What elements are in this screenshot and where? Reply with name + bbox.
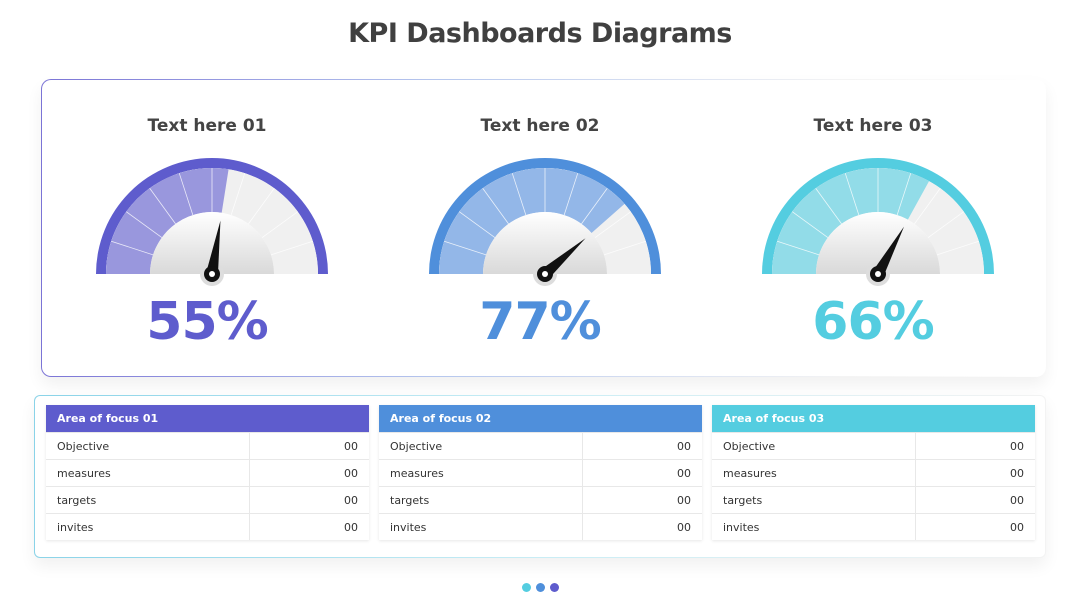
table-row: targets 00 bbox=[379, 486, 702, 513]
table-row: Objective 00 bbox=[46, 432, 369, 459]
row-label: measures bbox=[379, 460, 583, 486]
row-value: 00 bbox=[344, 466, 358, 480]
gauge-tick bbox=[482, 188, 509, 225]
gauge-hub bbox=[816, 212, 940, 274]
focus-panel: Area of focus 01 Objective 00 measures 00 … bbox=[34, 395, 1046, 558]
gauge-card-3: Text here 03 66% bbox=[713, 80, 1033, 378]
gauge-tick bbox=[603, 240, 646, 256]
focus-table-3: Area of focus 03 Objective 00 measures 00 … bbox=[712, 405, 1035, 540]
gauge-tick bbox=[126, 211, 163, 238]
gauge-tick bbox=[511, 173, 527, 216]
gauge-label: Text here 02 bbox=[480, 116, 600, 136]
table-row: targets 00 bbox=[46, 486, 369, 513]
gauge-tick bbox=[270, 240, 313, 256]
gauge-card-1: Text here 01 55% bbox=[47, 80, 367, 378]
gauge-value: 55% bbox=[146, 292, 268, 352]
table-row: Objective 00 bbox=[379, 432, 702, 459]
gauge-tick bbox=[777, 240, 820, 256]
gauge-tick bbox=[936, 240, 979, 256]
gauge-fill bbox=[106, 168, 229, 274]
row-value: 00 bbox=[677, 520, 691, 534]
gauge-tick bbox=[230, 173, 246, 216]
pager-dot-1[interactable] bbox=[522, 583, 531, 592]
gauge-tick bbox=[248, 188, 275, 225]
gauge-tick bbox=[149, 188, 176, 225]
row-value: 00 bbox=[344, 520, 358, 534]
focus-table-header: Area of focus 02 bbox=[379, 405, 702, 432]
table-row: invites 00 bbox=[712, 513, 1035, 540]
gauge-hub bbox=[150, 212, 274, 274]
gauge-meter-1 bbox=[96, 158, 328, 286]
needle-pivot-center bbox=[542, 271, 548, 277]
gauge-tick bbox=[792, 211, 829, 238]
gauge-tick bbox=[261, 211, 298, 238]
focus-table-2: Area of focus 02 Objective 00 measures 00 … bbox=[379, 405, 702, 540]
focus-table-header: Area of focus 01 bbox=[46, 405, 369, 432]
row-label: measures bbox=[712, 460, 916, 486]
gauge-needle bbox=[872, 226, 905, 277]
slide-pager bbox=[522, 583, 559, 592]
needle-pivot-center bbox=[875, 271, 881, 277]
gauge-tick bbox=[459, 211, 496, 238]
table-row: invites 00 bbox=[379, 513, 702, 540]
row-label: Objective bbox=[46, 433, 250, 459]
row-value: 00 bbox=[344, 493, 358, 507]
row-label: measures bbox=[46, 460, 250, 486]
pager-dot-2[interactable] bbox=[536, 583, 545, 592]
pager-dot-3[interactable] bbox=[550, 583, 559, 592]
gauge-tick bbox=[896, 173, 912, 216]
gauge-tick bbox=[594, 211, 631, 238]
row-label: invites bbox=[379, 514, 583, 540]
gauge-label: Text here 03 bbox=[813, 116, 933, 136]
row-value: 00 bbox=[677, 439, 691, 453]
row-label: targets bbox=[712, 487, 916, 513]
row-label: Objective bbox=[712, 433, 916, 459]
gauge-tick bbox=[844, 173, 860, 216]
gauge-needle bbox=[206, 220, 221, 275]
table-row: Objective 00 bbox=[712, 432, 1035, 459]
table-row: measures 00 bbox=[46, 459, 369, 486]
gauge-fill bbox=[772, 168, 930, 274]
gauges-panel: Text here 01 55% Text here 02 77% Text h… bbox=[41, 79, 1046, 377]
row-label: invites bbox=[712, 514, 916, 540]
row-value: 00 bbox=[1010, 493, 1024, 507]
gauge-value: 77% bbox=[479, 292, 601, 352]
page-title: KPI Dashboards Diagrams bbox=[348, 18, 732, 49]
gauge-value: 66% bbox=[812, 292, 934, 352]
row-value: 00 bbox=[1010, 439, 1024, 453]
gauge-tick bbox=[914, 188, 941, 225]
table-row: invites 00 bbox=[46, 513, 369, 540]
gauge-tick bbox=[815, 188, 842, 225]
row-value: 00 bbox=[1010, 520, 1024, 534]
row-value: 00 bbox=[677, 493, 691, 507]
gauge-tick bbox=[581, 188, 608, 225]
gauge-tick bbox=[927, 211, 964, 238]
gauge-needle bbox=[541, 238, 586, 279]
focus-table-1: Area of focus 01 Objective 00 measures 00 … bbox=[46, 405, 369, 540]
table-row: targets 00 bbox=[712, 486, 1035, 513]
row-value: 00 bbox=[677, 466, 691, 480]
row-label: invites bbox=[46, 514, 250, 540]
focus-table-header: Area of focus 03 bbox=[712, 405, 1035, 432]
gauge-hub bbox=[483, 212, 607, 274]
gauge-tick bbox=[178, 173, 194, 216]
needle-pivot-center bbox=[209, 271, 215, 277]
gauge-fill bbox=[439, 168, 625, 274]
gauge-tick bbox=[444, 240, 487, 256]
row-label: Objective bbox=[379, 433, 583, 459]
gauge-card-2: Text here 02 77% bbox=[380, 80, 700, 378]
row-value: 00 bbox=[344, 439, 358, 453]
row-label: targets bbox=[379, 487, 583, 513]
table-row: measures 00 bbox=[379, 459, 702, 486]
gauge-meter-2 bbox=[429, 158, 661, 286]
gauge-label: Text here 01 bbox=[147, 116, 267, 136]
gauge-meter-3 bbox=[762, 158, 994, 286]
table-row: measures 00 bbox=[712, 459, 1035, 486]
row-value: 00 bbox=[1010, 466, 1024, 480]
gauge-tick bbox=[111, 240, 154, 256]
gauge-tick bbox=[563, 173, 579, 216]
row-label: targets bbox=[46, 487, 250, 513]
